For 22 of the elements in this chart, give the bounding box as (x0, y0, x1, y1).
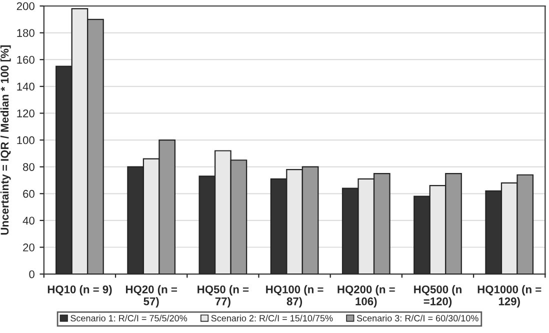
x-tick-label: HQ10 (n = 9) (48, 285, 112, 296)
y-tick-label: 40 (22, 216, 34, 225)
x-tick-label: HQ1000 (n = 129) (478, 285, 542, 308)
y-tick-label: 0 (29, 270, 34, 278)
y-tick-label: 80 (23, 163, 34, 171)
y-tick-label: 160 (17, 56, 34, 64)
legend-label: Scenario 3: R/C/I = 60/30/10% (356, 314, 478, 322)
x-tick-label: HQ500 (n =120) (414, 285, 462, 308)
y-tick-label: 120 (17, 109, 34, 118)
y-tick-label: 180 (17, 29, 34, 37)
y-tick-label: 20 (23, 244, 34, 252)
x-tick-label: HQ50 (n = 77) (198, 285, 249, 308)
x-tick-label: HQ200 (n = 106) (338, 285, 395, 308)
y-tick-label: 140 (17, 82, 34, 91)
y-tick-label: 200 (16, 2, 34, 10)
x-tick-label: HQ20 (n = 57) (126, 285, 177, 308)
legend-label: Scenario 2: R/C/I = 15/10/75% (211, 314, 333, 322)
y-tick-label: 100 (17, 136, 34, 144)
y-axis-title: Uncertainty = IQR / Median * 100 [%] (0, 45, 11, 235)
x-tick-label: HQ100 (n = 87) (266, 285, 324, 308)
legend-label: Scenario 1: R/C/I = 75/5/20% (70, 314, 188, 322)
y-tick-label: 60 (23, 190, 34, 198)
